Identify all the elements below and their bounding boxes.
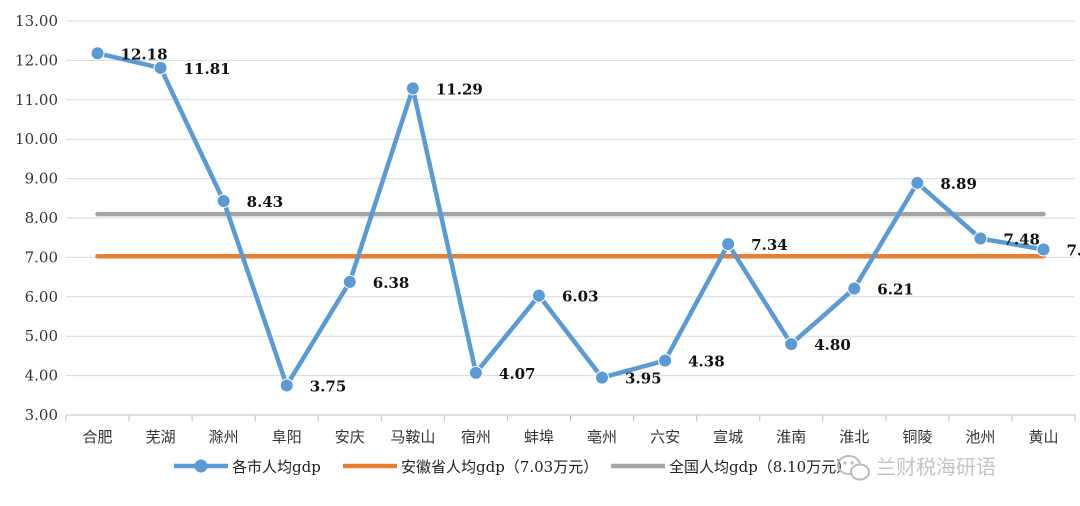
y-tick-label: 13.00 <box>15 12 58 30</box>
axes: 3.00 4.00 5.00 6.00 7.00 8.00 9.00 10.00 11.00 12… <box>15 12 1076 446</box>
data-label: 4.80 <box>814 336 851 354</box>
y-tick-label: 3.00 <box>25 406 58 424</box>
data-label: 6.21 <box>877 281 914 299</box>
data-label: 3.75 <box>310 377 347 395</box>
y-tick-label: 9.00 <box>25 170 58 188</box>
data-label: 4.07 <box>499 365 536 383</box>
data-labels: 12.18 11.81 8.43 3.75 6.38 11.29 4.07 6.03 3.95 4… <box>121 45 1080 395</box>
x-tick-label: 芜湖 <box>146 428 176 446</box>
data-point <box>216 194 231 209</box>
data-label: 8.89 <box>940 175 977 193</box>
y-tick-label: 12.00 <box>15 51 58 69</box>
y-tick-label: 8.00 <box>25 209 58 227</box>
legend-label: 安徽省人均gdp（7.03万元） <box>401 458 598 476</box>
data-point <box>847 281 862 296</box>
x-tick-label: 宣城 <box>713 428 743 446</box>
x-tick-label: 淮南 <box>776 428 806 446</box>
series <box>90 46 1051 393</box>
data-label: 12.18 <box>121 45 168 63</box>
x-tick-label: 滁州 <box>209 428 239 446</box>
data-point <box>468 365 483 380</box>
data-point <box>405 81 420 96</box>
data-label: 11.81 <box>184 60 231 78</box>
data-label: 8.43 <box>247 193 284 211</box>
x-tick-label: 蚌埠 <box>524 428 554 446</box>
x-tick-label: 铜陵 <box>902 428 932 446</box>
watermark: 兰财税海研语 <box>837 455 996 481</box>
legend-label: 各市人均gdp <box>232 458 321 476</box>
x-tick-label: 池州 <box>965 428 995 446</box>
data-point <box>973 231 988 246</box>
legend-marker <box>194 459 208 473</box>
data-point <box>658 353 673 368</box>
x-tick-label: 阜阳 <box>272 428 302 446</box>
y-tick-label: 7.00 <box>25 248 58 266</box>
x-tick-label: 淮北 <box>839 428 869 446</box>
x-tick-label: 黄山 <box>1028 428 1058 446</box>
data-label: 7.20 <box>1066 242 1080 260</box>
legend: 各市人均gdp 安徽省人均gdp（7.03万元） 全国人均gdp（8.10万元） <box>174 458 851 476</box>
data-point <box>1036 242 1051 257</box>
data-label: 7.34 <box>751 236 788 254</box>
x-tick-label: 马鞍山 <box>390 428 435 446</box>
data-point <box>279 378 294 393</box>
y-tick-label: 11.00 <box>15 91 58 109</box>
data-label: 6.03 <box>562 288 599 306</box>
wechat-icon <box>837 455 870 481</box>
data-point <box>90 46 105 61</box>
data-label: 4.38 <box>688 353 725 371</box>
x-tick-label: 合肥 <box>83 428 113 446</box>
x-tick-label: 六安 <box>650 428 680 446</box>
data-point <box>721 237 736 252</box>
data-point <box>153 60 168 75</box>
data-point <box>342 274 357 289</box>
y-tick-label: 10.00 <box>15 130 58 148</box>
legend-label: 全国人均gdp（8.10万元） <box>669 458 851 476</box>
data-point <box>910 175 925 190</box>
data-label: 7.48 <box>1003 230 1040 248</box>
x-tick-label: 亳州 <box>587 428 617 446</box>
watermark-text: 兰财税海研语 <box>876 455 996 479</box>
data-point <box>595 370 610 385</box>
data-label: 3.95 <box>625 370 662 388</box>
y-tick-label: 6.00 <box>25 288 58 306</box>
data-point <box>531 288 546 303</box>
y-tick-label: 5.00 <box>25 327 58 345</box>
series-line <box>95 51 1046 388</box>
data-label: 11.29 <box>436 80 483 98</box>
x-tick-label: 宿州 <box>461 428 491 446</box>
y-tick-label: 4.00 <box>25 367 58 385</box>
x-tick-label: 安庆 <box>335 428 365 446</box>
data-label: 6.38 <box>373 274 410 292</box>
data-point <box>784 337 799 352</box>
